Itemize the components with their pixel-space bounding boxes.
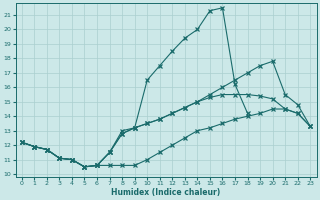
X-axis label: Humidex (Indice chaleur): Humidex (Indice chaleur)	[111, 188, 221, 197]
